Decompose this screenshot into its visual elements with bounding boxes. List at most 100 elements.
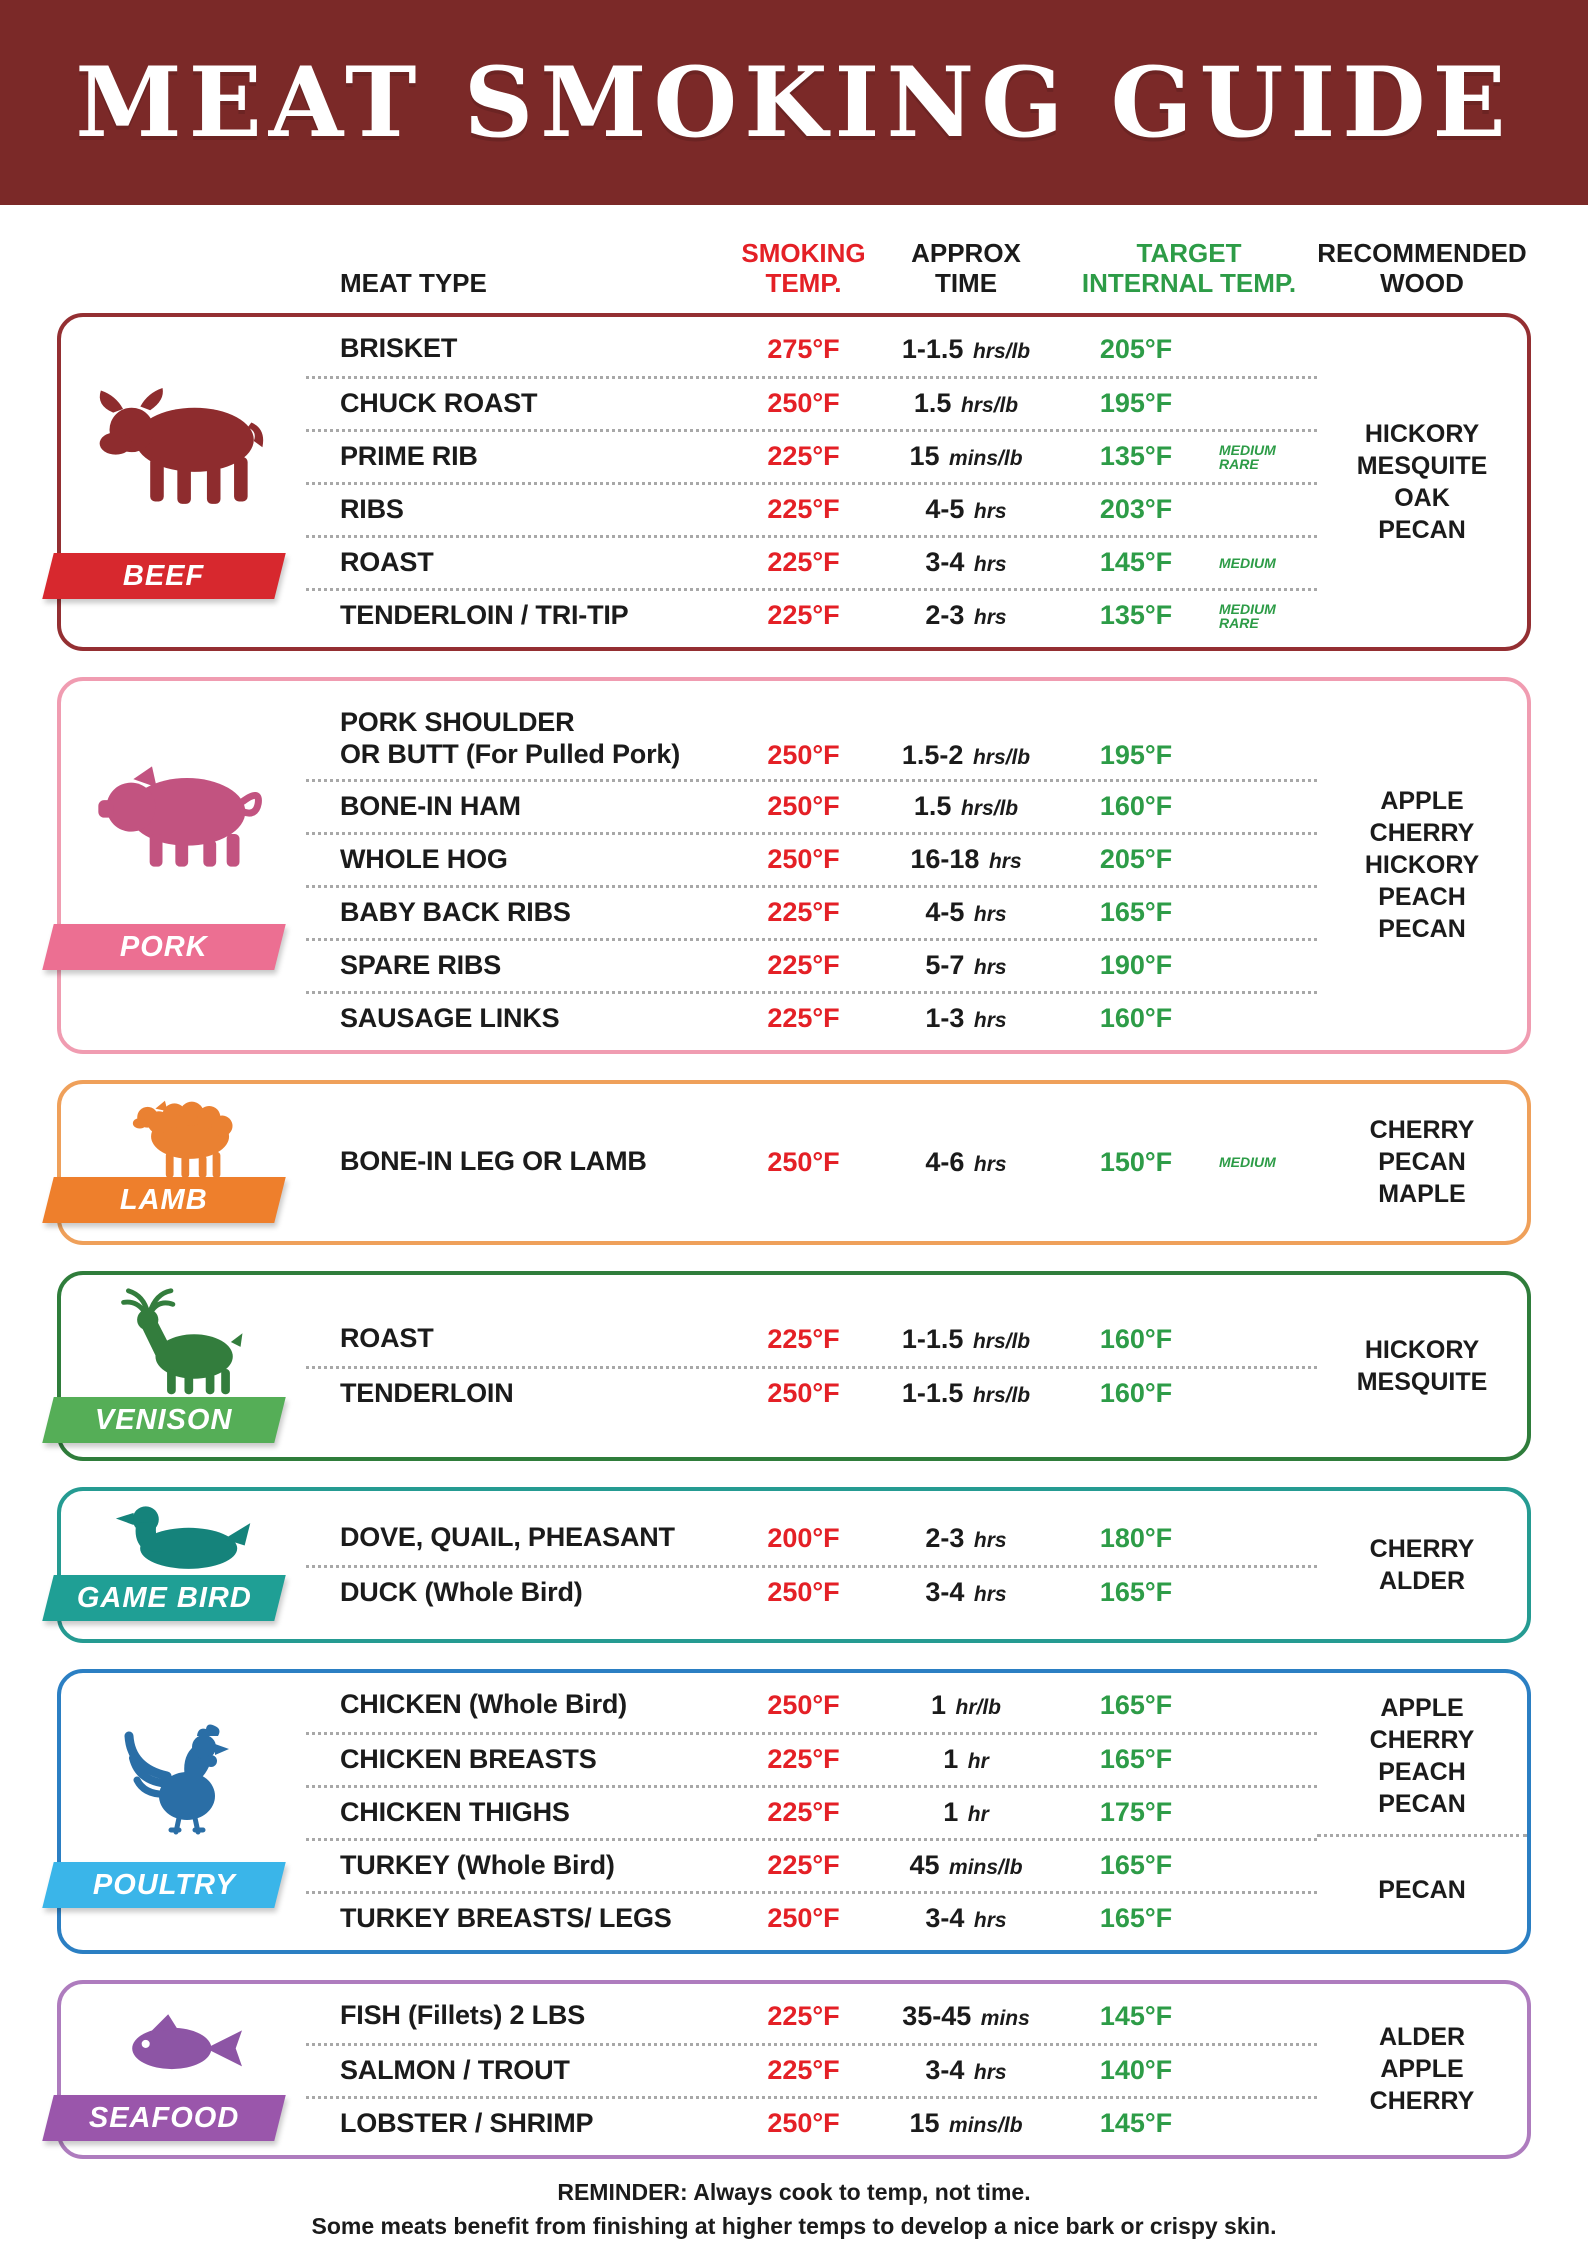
time-unit: hrs: [973, 1583, 1007, 1607]
time-value: 4-6: [925, 1146, 965, 1177]
table-row: TENDERLOIN 250°F 1-1.5 hrs/lb 160°F: [306, 1365, 1317, 1419]
time-value: 4-5: [925, 897, 965, 928]
internal-temp: 145°F: [1099, 2000, 1173, 2031]
table-row: ROAST 225°F 3-4 hrs 145°F MEDIUM: [306, 534, 1317, 588]
section-pork: PORK PORK SHOULDER OR BUTT (For Pulled Po…: [42, 676, 1531, 1054]
smoking-temp: 250°F: [767, 1146, 840, 1177]
pig-icon: [96, 757, 271, 868]
approx-time: 1 hr: [871, 1797, 1061, 1828]
approx-time: 1 hr: [871, 1744, 1061, 1775]
meat-name: BONE-IN LEG OR LAMB: [340, 1146, 647, 1177]
time-value: 1: [930, 1689, 946, 1720]
table-row: FISH (Fillets) 2 LBS 225°F 35-45 mins 145°F: [306, 1990, 1317, 2043]
section-beef: BEEF BRISKET 275°F 1-1.5 hrs/lb 205°F CHUCK R…: [42, 312, 1531, 651]
internal-temp: 165°F: [1099, 1850, 1173, 1881]
wood-list: HICKORY MESQUITE: [1317, 1281, 1527, 1451]
wood-column-poultry: APPLE CHERRY PEACH PECAN PECAN: [1317, 1673, 1527, 1950]
rows-venison: ROAST 225°F 1-1.5 hrs/lb 160°F TENDERLOIN 250…: [306, 1275, 1317, 1457]
wood-names: APPLE CHERRY HICKORY PEACH PECAN: [1364, 787, 1480, 944]
section-ribbon-poultry: POULTRY: [42, 1861, 286, 1908]
table-row: CHICKEN THIGHS 225°F 1 hr 175°F: [306, 1784, 1317, 1838]
meat-name: ROAST: [340, 546, 434, 577]
title-banner: MEAT SMOKING GUIDE: [0, 0, 1588, 205]
time-value: 2-3: [925, 600, 965, 631]
table-row: SAUSAGE LINKS 225°F 1-3 hrs 160°F: [306, 990, 1317, 1044]
approx-time: 1-1.5 hrs/lb: [871, 1378, 1061, 1409]
internal-temp: 160°F: [1099, 1003, 1173, 1034]
time-value: 1.5: [913, 388, 952, 419]
table-row: DOVE, QUAIL, PHEASANT 200°F 2-3 hrs 180°F: [306, 1512, 1317, 1565]
smoking-temp: 250°F: [767, 844, 840, 875]
time-unit: hrs: [973, 1009, 1007, 1033]
section-label: BEEF: [123, 559, 205, 592]
meat-name: TENDERLOIN / TRI-TIP: [340, 599, 629, 630]
internal-temp: 190°F: [1099, 950, 1173, 981]
column-header-meat-type: MEAT TYPE: [340, 267, 487, 298]
internal-temp: 160°F: [1099, 791, 1173, 822]
smoking-temp: 250°F: [767, 739, 840, 770]
meat-name: PRIME RIB: [340, 440, 478, 471]
approx-time: 35-45 mins: [871, 2001, 1061, 2032]
bull-icon: [91, 388, 276, 505]
approx-time: 1.5 hrs/lb: [871, 388, 1061, 419]
time-unit: hrs/lb: [960, 797, 1019, 821]
time-value: 2-3: [925, 1522, 965, 1553]
approx-time: 15 mins/lb: [871, 2108, 1061, 2139]
approx-time: 3-4 hrs: [871, 1577, 1061, 1608]
meat-name: CHUCK ROAST: [340, 387, 538, 418]
doneness-note: MEDIUM RARE: [1219, 600, 1276, 631]
internal-temp: 160°F: [1099, 1323, 1173, 1354]
table-row: CHICKEN BREASTS 225°F 1 hr 165°F: [306, 1731, 1317, 1785]
approx-time: 1-3 hrs: [871, 1003, 1061, 1034]
guide-sections: BEEF BRISKET 275°F 1-1.5 hrs/lb 205°F CHUCK R…: [42, 312, 1531, 2159]
meat-name: SAUSAGE LINKS: [340, 1002, 560, 1033]
approx-time: 4-5 hrs: [871, 897, 1061, 928]
section-label: LAMB: [120, 1183, 208, 1216]
smoking-temp: 225°F: [767, 494, 840, 525]
meat-name: SALMON / TROUT: [340, 2054, 570, 2085]
time-unit: hrs: [973, 1528, 1007, 1552]
icon-area-beef: BEEF: [42, 317, 306, 647]
wood-column-venison: HICKORY MESQUITE: [1317, 1275, 1527, 1457]
table-row: WHOLE HOG 250°F 16-18 hrs 205°F: [306, 831, 1317, 885]
time-unit: hr/lb: [955, 1695, 1002, 1719]
wood-list: APPLE CHERRY HICKORY PEACH PECAN: [1317, 687, 1527, 1044]
reminder-line-1: REMINDER: Always cook to temp, not time.: [557, 2178, 1031, 2205]
column-headers: MEAT TYPE SMOKING TEMP. APPROX TIME TARG…: [306, 238, 1531, 299]
wood-names: ALDER APPLE CHERRY: [1369, 2023, 1475, 2116]
section-venison: VENISON ROAST 225°F 1-1.5 hrs/lb 160°F TENDER…: [42, 1270, 1531, 1461]
time-value: 3-4: [925, 547, 965, 578]
table-row: CHUCK ROAST 250°F 1.5 hrs/lb 195°F: [306, 375, 1317, 429]
approx-time: 45 mins/lb: [871, 1850, 1061, 1881]
smoking-temp: 225°F: [767, 950, 840, 981]
meat-name: BRISKET: [340, 333, 458, 364]
rows-poultry: CHICKEN (Whole Bird) 250°F 1 hr/lb 165°F CHI…: [306, 1673, 1317, 1950]
smoking-temp: 225°F: [767, 1003, 840, 1034]
wood-column-pork: APPLE CHERRY HICKORY PEACH PECAN: [1317, 681, 1527, 1050]
time-unit: hrs: [973, 903, 1007, 927]
time-value: 35-45: [902, 2000, 972, 2031]
smoking-temp: 250°F: [767, 1689, 840, 1720]
time-value: 1-1.5: [901, 1323, 964, 1354]
table-row: ROAST 225°F 1-1.5 hrs/lb 160°F: [306, 1313, 1317, 1366]
approx-time: 1.5-2 hrs/lb: [871, 740, 1061, 771]
column-header-approx-time: APPROX TIME: [911, 238, 1021, 298]
approx-time: 5-7 hrs: [871, 950, 1061, 981]
wood-names: PECAN: [1378, 1876, 1466, 1905]
internal-temp: 135°F: [1099, 441, 1173, 472]
smoking-temp: 225°F: [767, 1323, 840, 1354]
meat-name: CHICKEN BREASTS: [340, 1743, 597, 1774]
section-label: POULTRY: [92, 1868, 236, 1901]
time-unit: hr: [967, 1750, 989, 1774]
meat-name: LOBSTER / SHRIMP: [340, 2107, 594, 2138]
time-unit: hr: [967, 1803, 989, 1827]
table-row: DUCK (Whole Bird) 250°F 3-4 hrs 165°F: [306, 1564, 1317, 1618]
meat-name: PORK SHOULDER OR BUTT (For Pulled Pork): [340, 707, 681, 769]
time-value: 5-7: [925, 950, 965, 981]
section-gamebird: GAME BIRD DOVE, QUAIL, PHEASANT 200°F 2-3 h…: [42, 1486, 1531, 1643]
smoking-temp: 250°F: [767, 1903, 840, 1934]
table-row: CHICKEN (Whole Bird) 250°F 1 hr/lb 165°F: [306, 1679, 1317, 1732]
table-row: SALMON / TROUT 225°F 3-4 hrs 140°F: [306, 2042, 1317, 2096]
rows-lamb: BONE-IN LEG OR LAMB 250°F 4-6 hrs 150°F MEDI…: [306, 1084, 1317, 1241]
table-row: TURKEY (Whole Bird) 225°F 45 mins/lb 165°F: [306, 1837, 1317, 1891]
